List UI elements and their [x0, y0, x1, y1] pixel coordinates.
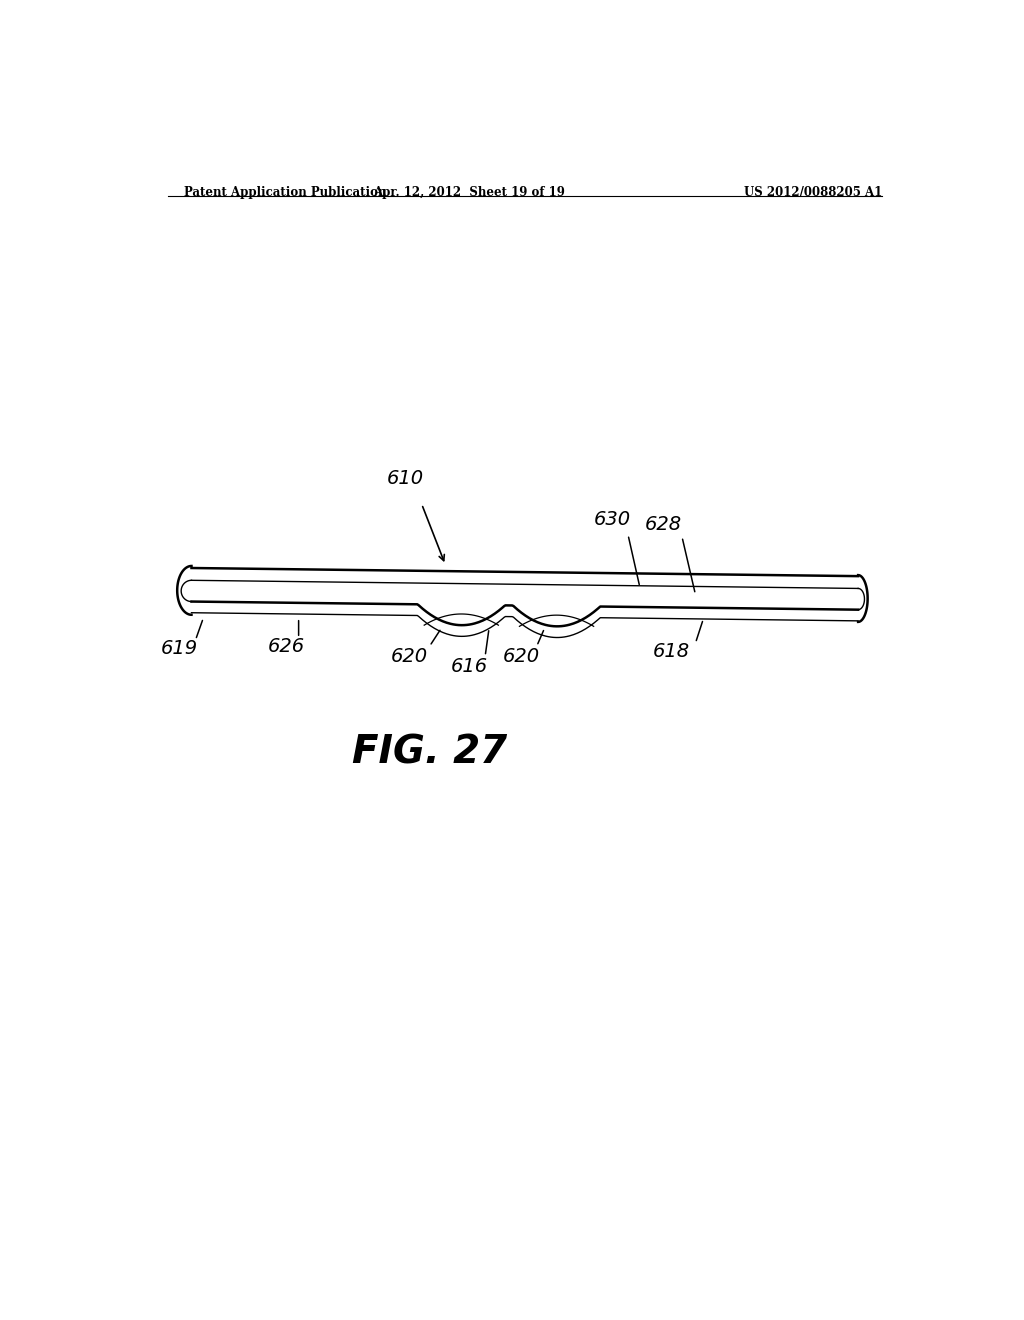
Text: 619: 619 — [161, 639, 199, 657]
Text: US 2012/0088205 A1: US 2012/0088205 A1 — [743, 186, 882, 199]
Text: 618: 618 — [653, 642, 690, 661]
Text: 628: 628 — [645, 515, 682, 533]
Text: 616: 616 — [451, 657, 487, 676]
Text: 630: 630 — [594, 510, 631, 529]
Text: FIG. 27: FIG. 27 — [352, 734, 507, 772]
Text: 626: 626 — [268, 636, 305, 656]
Text: Patent Application Publication: Patent Application Publication — [183, 186, 386, 199]
Text: 620: 620 — [391, 647, 428, 665]
Text: 620: 620 — [502, 647, 540, 665]
Text: 610: 610 — [387, 469, 424, 488]
Text: Apr. 12, 2012  Sheet 19 of 19: Apr. 12, 2012 Sheet 19 of 19 — [374, 186, 565, 199]
